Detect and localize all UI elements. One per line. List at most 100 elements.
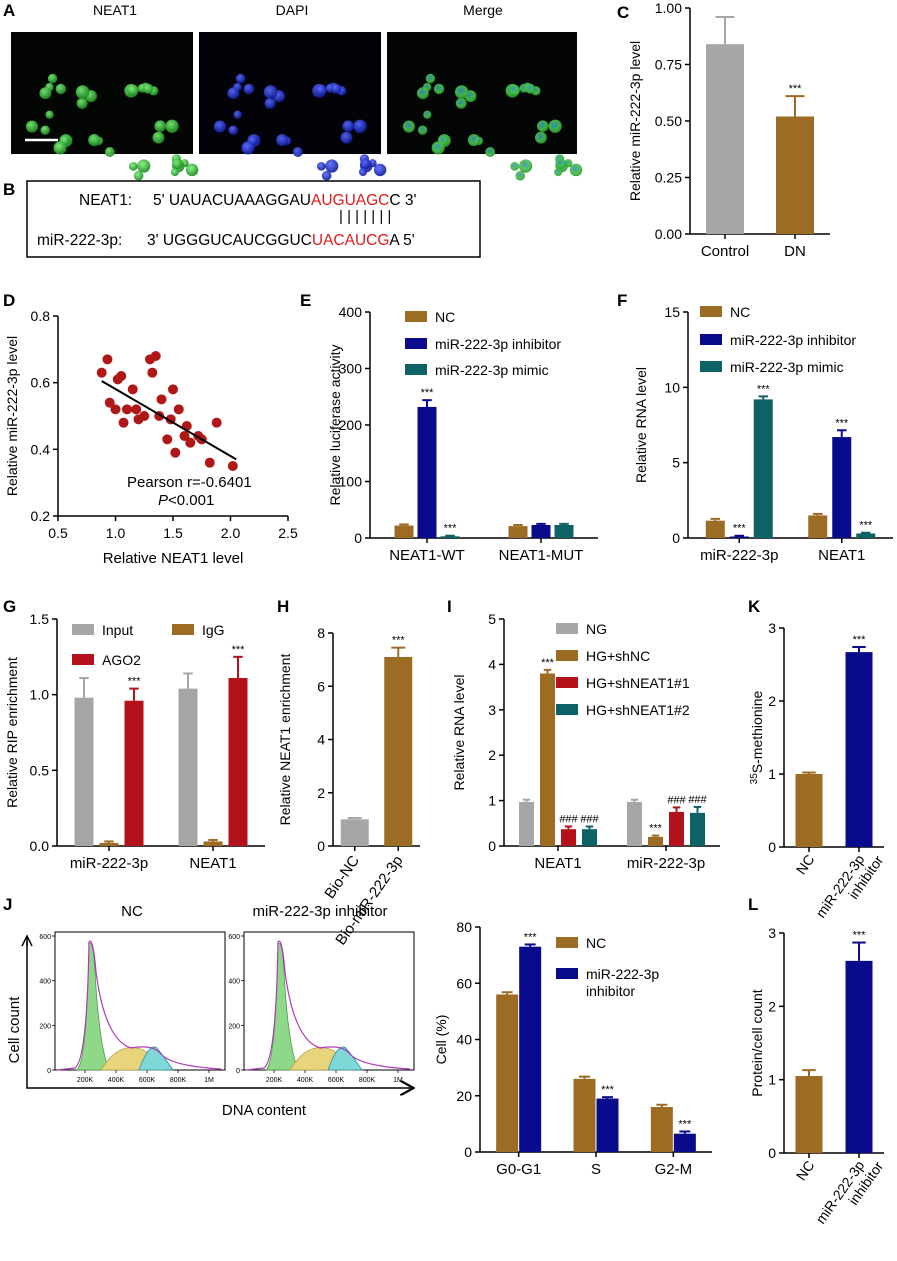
chart-d-point <box>96 367 107 378</box>
flow-histogram-inhibitor: 0 200 400 600 200K 400K 600K 800K 1M <box>228 931 415 1084</box>
seq-neat1: 5' UAUACUAAAGGAUAUGUAGCC 3' <box>153 192 416 209</box>
chart-i-bar-0-1 <box>540 673 555 846</box>
chart-i-bar-1-1 <box>648 836 663 846</box>
chart-g-bar-0-1 <box>99 842 119 846</box>
chart-i-ytick: 5 <box>488 611 496 627</box>
chart-j-xtick: G2-M <box>655 1161 693 1178</box>
chart-d-xtick: 1.5 <box>163 525 183 541</box>
micro-title-neat1: NEAT1 <box>93 2 137 18</box>
chart-i-bar-1-2-sig: ### <box>667 794 686 806</box>
chart-d-pearson: Pearson r=-0.6401 <box>127 474 252 491</box>
chart-d-fit-line <box>101 380 237 461</box>
chart-j-bar-0-1 <box>519 946 542 1152</box>
chart-e-bar-0-1 <box>417 406 437 538</box>
chart-f-xtick: miR-222-3p <box>700 547 778 564</box>
chart-j-legend-swatch <box>556 937 578 948</box>
flow-histogram-nc-g2-peak <box>138 1046 174 1071</box>
chart-h-xtick: Bio-NC <box>321 852 363 901</box>
chart-e-ylabel: Relative luciferase activity <box>327 344 343 505</box>
chart-j-legend-label: NC <box>586 935 606 951</box>
flow-histogram-inhibitor-xtick: 800K <box>359 1077 376 1084</box>
chart-i-legend-label: NG <box>586 621 607 637</box>
chart-f-legend-label: miR-222-3p mimic <box>730 359 844 375</box>
chart-d-point <box>211 417 222 428</box>
micrograph-dapi <box>199 32 387 181</box>
chart-d-point <box>116 371 127 381</box>
chart-d-xtick: 1.0 <box>106 525 126 541</box>
chart-g-ytick: 0.0 <box>30 838 50 854</box>
chart-d-point <box>162 434 173 445</box>
flow-histogram-inhibitor-xtick: 1M <box>393 1077 403 1084</box>
flow-histogram-inhibitor-g1-peak <box>265 942 299 1071</box>
chart-i-legend-swatch <box>556 650 578 661</box>
chart-c-bar-1 <box>776 116 814 234</box>
chart-k-ytick: 1 <box>768 766 776 782</box>
chart-i-bar-0-2-sig: ### <box>559 813 578 825</box>
chart-e-bar-0-2 <box>440 536 460 538</box>
chart-h-ytick: 8 <box>317 625 325 641</box>
chart-g-bar-1-1 <box>203 841 223 846</box>
flow-histogram-nc-ytick: 200 <box>39 1023 51 1030</box>
chart-j-bar-2-1 <box>673 1133 696 1152</box>
chart-h-ylabel: Relative NEAT1 enrichment <box>277 654 293 826</box>
chart-f-bar-0-1-sig: *** <box>733 523 747 535</box>
chart-j-xtick: S <box>591 1161 601 1178</box>
chart-f-bar-0-2 <box>753 399 773 538</box>
panel-label-j: J <box>3 895 12 914</box>
chart-h-ytick: 6 <box>317 678 325 694</box>
flow-histogram-nc-xtick: 200K <box>77 1077 94 1084</box>
chart-g-bar-1-2-sig: *** <box>232 644 246 656</box>
chart-h-ytick: 2 <box>317 785 325 801</box>
flow-histogram-inhibitor-g2-peak <box>327 1046 363 1071</box>
flow-histogram-inhibitor-xtick: 400K <box>297 1077 314 1084</box>
flow-histogram-inhibitor-ytick: 200 <box>228 1023 240 1030</box>
panel-label-c: C <box>617 3 629 22</box>
chart-j-ytick: 20 <box>456 1088 472 1104</box>
chart-g-bar-1-0 <box>178 688 198 846</box>
chart-l-ytick: 1 <box>768 1072 776 1088</box>
chart-k-ylabel: 35S-methionine <box>749 690 766 784</box>
chart-j-ytick: 80 <box>456 919 472 935</box>
chart-h-ytick: 0 <box>317 838 325 854</box>
seq-mir: 3' UGGGUCAUCGGUCUACAUCGA 5' <box>147 232 415 249</box>
chart-i-ytick: 4 <box>488 656 496 672</box>
chart-g-legend-swatch <box>72 624 94 635</box>
chart-c: 0.00 0.25 0.50 0.75 1.00 Relative miR-222-3p … <box>627 0 830 260</box>
chart-c-xtick: DN <box>784 243 806 260</box>
chart-e-legend-swatch <box>405 311 427 322</box>
chart-d-point <box>139 411 150 421</box>
chart-l-ytick: 0 <box>768 1145 776 1161</box>
chart-i-legend-swatch <box>556 677 578 688</box>
chart-g-bar-0-0 <box>74 697 94 846</box>
micro-title-merge: Merge <box>463 2 503 18</box>
chart-j-legend-swatch <box>556 968 578 979</box>
chart-i-bar-1-2 <box>669 811 684 846</box>
chart-d-point <box>104 397 115 408</box>
chart-d-ytick: 0.4 <box>31 441 51 457</box>
chart-j-ytick: 40 <box>456 1032 472 1048</box>
chart-e-legend-label: miR-222-3p inhibitor <box>435 336 561 352</box>
chart-f-bar-1-2 <box>856 533 876 538</box>
chart-f-legend-label: miR-222-3p inhibitor <box>730 332 856 348</box>
panel-label-h: H <box>277 597 289 616</box>
chart-i-bar-0-3-sig: ### <box>580 813 599 825</box>
chart-l-xtick: NC <box>793 1158 818 1184</box>
chart-d-point <box>150 351 161 361</box>
flow-ylabel: Cell count <box>6 996 23 1064</box>
chart-j: 0 20 40 60 80 Cell (%) *** G0-G1 *** S *** G2-M NC mi… <box>433 919 712 1178</box>
chart-i-legend-swatch <box>556 623 578 634</box>
chart-j-ytick: 0 <box>464 1144 472 1160</box>
chart-i-legend-label: HG+shNEAT1#1 <box>586 675 690 691</box>
chart-e-bar-0-1-sig: *** <box>421 387 435 399</box>
flow-histogram-inhibitor-ytick: 600 <box>228 934 240 941</box>
chart-d-point <box>118 417 129 428</box>
chart-h-bar-1 <box>384 656 413 846</box>
panel-label-a: A <box>3 1 15 20</box>
panel-label-f: F <box>617 291 627 310</box>
chart-h-bar-0 <box>340 819 369 846</box>
chart-i-bar-0-1-sig: *** <box>541 657 555 669</box>
chart-i-bar-0-3 <box>582 829 597 846</box>
